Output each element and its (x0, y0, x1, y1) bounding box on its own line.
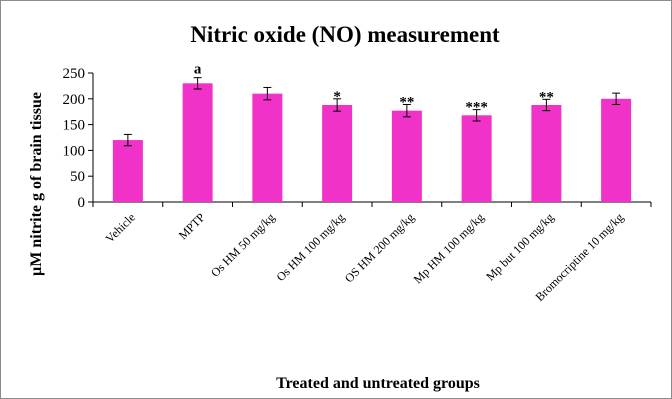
bar (112, 140, 143, 202)
significance-label: ** (399, 94, 414, 110)
y-tick-label: 0 (78, 195, 86, 211)
x-tick-label: Os HM 100 mg/kg (273, 210, 347, 284)
y-tick-label: 250 (63, 66, 86, 82)
x-axis-title: Treated and untreated groups (276, 375, 480, 392)
bar (601, 98, 632, 202)
bar (461, 115, 492, 202)
y-tick-label: 50 (70, 169, 85, 185)
x-tick-label: Mp HM 100 mg/kg (411, 210, 487, 286)
bar (182, 83, 213, 202)
x-tick-label: Mp but 100 mg/kg (483, 210, 556, 283)
y-tick-label: 150 (63, 118, 86, 134)
bar (322, 104, 353, 202)
y-tick-label: 100 (63, 143, 86, 159)
x-tick-label: Os HM 50 mg/kg (208, 210, 278, 280)
bar (531, 104, 562, 202)
chart-title: Nitric oxide (NO) measurement (190, 22, 500, 47)
x-tick-label: OS HM 200 mg/kg (342, 210, 417, 285)
y-tick-label: 200 (63, 92, 86, 108)
x-tick-label: Vehicle (103, 210, 138, 245)
bar (252, 93, 283, 202)
significance-label: *** (465, 100, 488, 116)
plot-area: 0 50 100 150 200 250 Vehicle a MPTP Os HM 50 mg/k… (63, 62, 652, 304)
significance-label: * (333, 89, 341, 105)
bar (391, 110, 422, 202)
significance-label: a (194, 62, 202, 78)
significance-label: ** (539, 89, 554, 105)
y-axis-title: µM nitrite g of brain tissue (28, 92, 45, 276)
x-tick-label: MPTP (176, 210, 208, 242)
